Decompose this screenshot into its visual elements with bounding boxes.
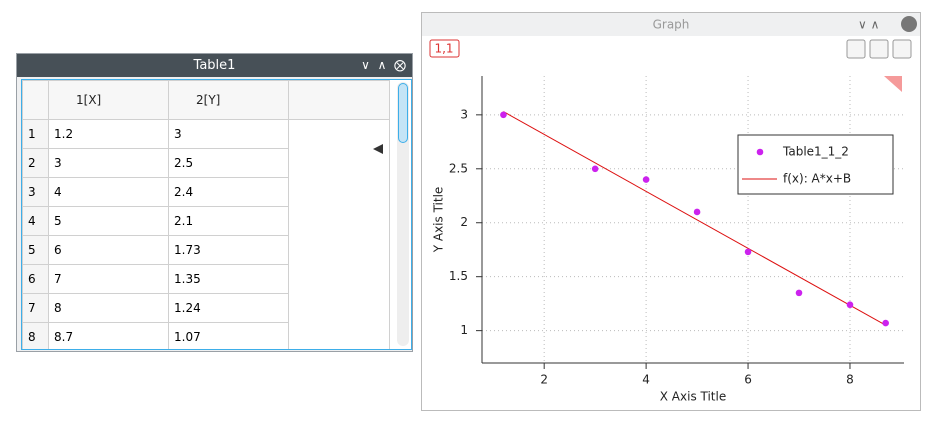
cell: 6	[48, 235, 169, 265]
cell: 2.5	[168, 148, 289, 178]
cell: 2.1	[168, 206, 289, 236]
point	[744, 248, 752, 256]
empty-cell	[288, 206, 390, 236]
close-button[interactable]	[901, 16, 917, 32]
column-name: 2[Y]	[196, 93, 221, 107]
corner-marker	[884, 76, 902, 92]
empty-cell	[288, 177, 390, 207]
empty-cell	[288, 148, 390, 178]
scrollbar[interactable]	[397, 82, 409, 346]
corner	[22, 80, 49, 120]
cell: 3	[48, 148, 169, 178]
x-tick-label: 6	[744, 373, 752, 387]
window-buttons[interactable]: ∨ ∧ ⨂	[361, 58, 406, 72]
window-buttons[interactable]: ∨ ∧	[858, 18, 879, 32]
x-axis-title: X Axis Title	[660, 390, 726, 404]
cell: 3	[168, 119, 289, 149]
cell: 4	[48, 177, 169, 207]
legend-marker	[756, 148, 764, 156]
cell: 1.07	[168, 322, 289, 349]
point	[795, 289, 803, 297]
refresh-button[interactable]	[846, 39, 866, 59]
y-tick-label: 1	[460, 323, 468, 337]
point	[642, 176, 650, 183]
y-tick-label: 2	[460, 215, 468, 229]
layer-button[interactable]	[429, 39, 460, 58]
cell: 5	[48, 206, 169, 236]
graph: Graph ∨ ∧ 1,1 2 4 6 8 1 1.5 2 2.5 3 X Axis Title Y…	[422, 13, 920, 404]
table-row: 3 4 2.4	[22, 177, 390, 207]
cell: 8	[48, 293, 169, 323]
row-number: 4	[22, 206, 49, 236]
legend-label: Table1_1_2	[782, 145, 849, 159]
y-tick-label: 2.5	[449, 161, 468, 175]
x-tick-label: 8	[846, 373, 854, 387]
point	[693, 208, 701, 216]
cell: 8.7	[48, 322, 169, 349]
cell: 1.73	[168, 235, 289, 265]
cell: 1.24	[168, 293, 289, 323]
row-number: 2	[22, 148, 49, 178]
point	[846, 301, 854, 309]
y-tick-label: 3	[460, 107, 468, 121]
table: 1[X] 2[Y] 1 1.2 3 2 3 2.5 3 4 2.4 4 5 2.1 5 6 1.73 6 7 1.3…	[22, 80, 390, 349]
layer-label: 1,1	[434, 42, 453, 56]
table-area: 1[X] 2[Y] 1 1.2 3 2 3 2.5 3 4 2.4 4 5 2.1 5 6 1.73 6 7 1.3…	[21, 79, 412, 350]
add-button[interactable]	[869, 39, 889, 59]
cell: 7	[48, 264, 169, 294]
row-number: 5	[22, 235, 49, 265]
table-window: Table1 ∨ ∧ ⨂ 1[X] 2[Y] 1 1.2 3 2 3 2.5 3 4 2.4 4 5 2…	[16, 53, 413, 352]
table-row: 1 1.2 3	[22, 119, 390, 149]
legend	[737, 134, 894, 195]
column-name: 1[X]	[76, 93, 102, 107]
graph-window: Graph ∨ ∧ 1,1 2 4 6 8 1 1.5 2 2.5 3 X Axis Title Y…	[421, 12, 921, 411]
y-axis-title: Y Axis Title	[432, 187, 446, 254]
empty-cell	[288, 119, 390, 149]
legend-label: f(x): A*x+B	[783, 172, 851, 186]
point	[591, 165, 599, 173]
window-title: Graph	[653, 18, 690, 32]
table-row: 2 3 2.5	[22, 148, 390, 178]
table-row: 5 6 1.73	[22, 235, 390, 265]
column-header: 2[Y]	[168, 80, 289, 120]
row-number: 1	[22, 119, 49, 149]
row-number: 7	[22, 293, 49, 323]
table-row: 8 8.7 1.07	[22, 322, 390, 349]
table-row: 6 7 1.35	[22, 264, 390, 294]
cell: 1.2	[48, 119, 169, 149]
cell: 1.35	[168, 264, 289, 294]
fit-line	[503, 111, 886, 326]
empty-header	[288, 80, 390, 120]
point	[882, 319, 889, 327]
row-number: 3	[22, 177, 49, 207]
remove-button[interactable]	[892, 39, 912, 59]
column-header: 1[X]	[48, 80, 169, 120]
table-row: 4 5 2.1	[22, 206, 390, 236]
title-bar	[422, 13, 920, 36]
empty-cell	[288, 235, 390, 265]
cell: 2.4	[168, 177, 289, 207]
point	[500, 111, 507, 119]
empty-cell	[288, 293, 390, 323]
x-tick-label: 4	[642, 373, 650, 387]
title-bar: Table1 ∨ ∧ ⨂	[17, 54, 412, 77]
arrow-icon[interactable]	[371, 142, 385, 156]
x-tick-label: 2	[540, 373, 548, 387]
empty-cell	[288, 264, 390, 294]
y-tick-label: 1.5	[449, 269, 468, 283]
window-title: Table1	[193, 58, 236, 73]
row-number: 8	[22, 322, 49, 349]
empty-cell	[288, 322, 390, 349]
table-row: 7 8 1.24	[22, 293, 390, 323]
row-number: 6	[22, 264, 49, 294]
